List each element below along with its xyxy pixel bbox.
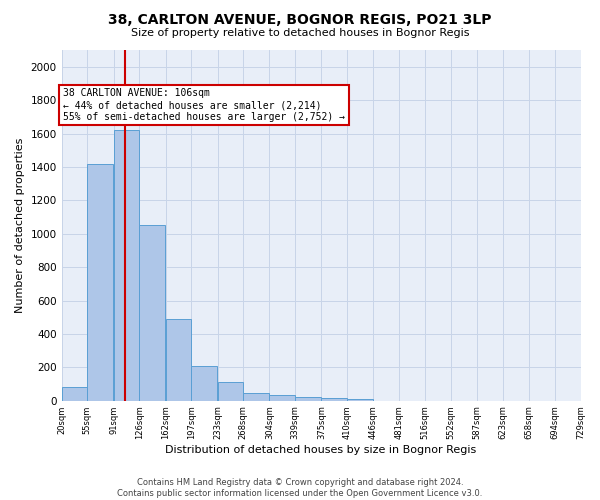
Bar [243, 393, 269, 400]
Bar [191, 366, 217, 400]
Y-axis label: Number of detached properties: Number of detached properties [15, 138, 25, 313]
Text: Size of property relative to detached houses in Bognor Regis: Size of property relative to detached ho… [131, 28, 469, 38]
Bar [347, 398, 373, 400]
Bar [269, 395, 295, 400]
X-axis label: Distribution of detached houses by size in Bognor Regis: Distribution of detached houses by size … [166, 445, 477, 455]
Bar [113, 130, 139, 400]
Bar [218, 382, 243, 400]
Bar [166, 319, 191, 400]
Text: 38 CARLTON AVENUE: 106sqm
← 44% of detached houses are smaller (2,214)
55% of se: 38 CARLTON AVENUE: 106sqm ← 44% of detac… [63, 88, 345, 122]
Bar [322, 398, 347, 400]
Bar [62, 388, 87, 400]
Text: 38, CARLTON AVENUE, BOGNOR REGIS, PO21 3LP: 38, CARLTON AVENUE, BOGNOR REGIS, PO21 3… [108, 12, 492, 26]
Bar [87, 164, 113, 400]
Bar [139, 226, 165, 400]
Bar [295, 397, 321, 400]
Text: Contains HM Land Registry data © Crown copyright and database right 2024.
Contai: Contains HM Land Registry data © Crown c… [118, 478, 482, 498]
